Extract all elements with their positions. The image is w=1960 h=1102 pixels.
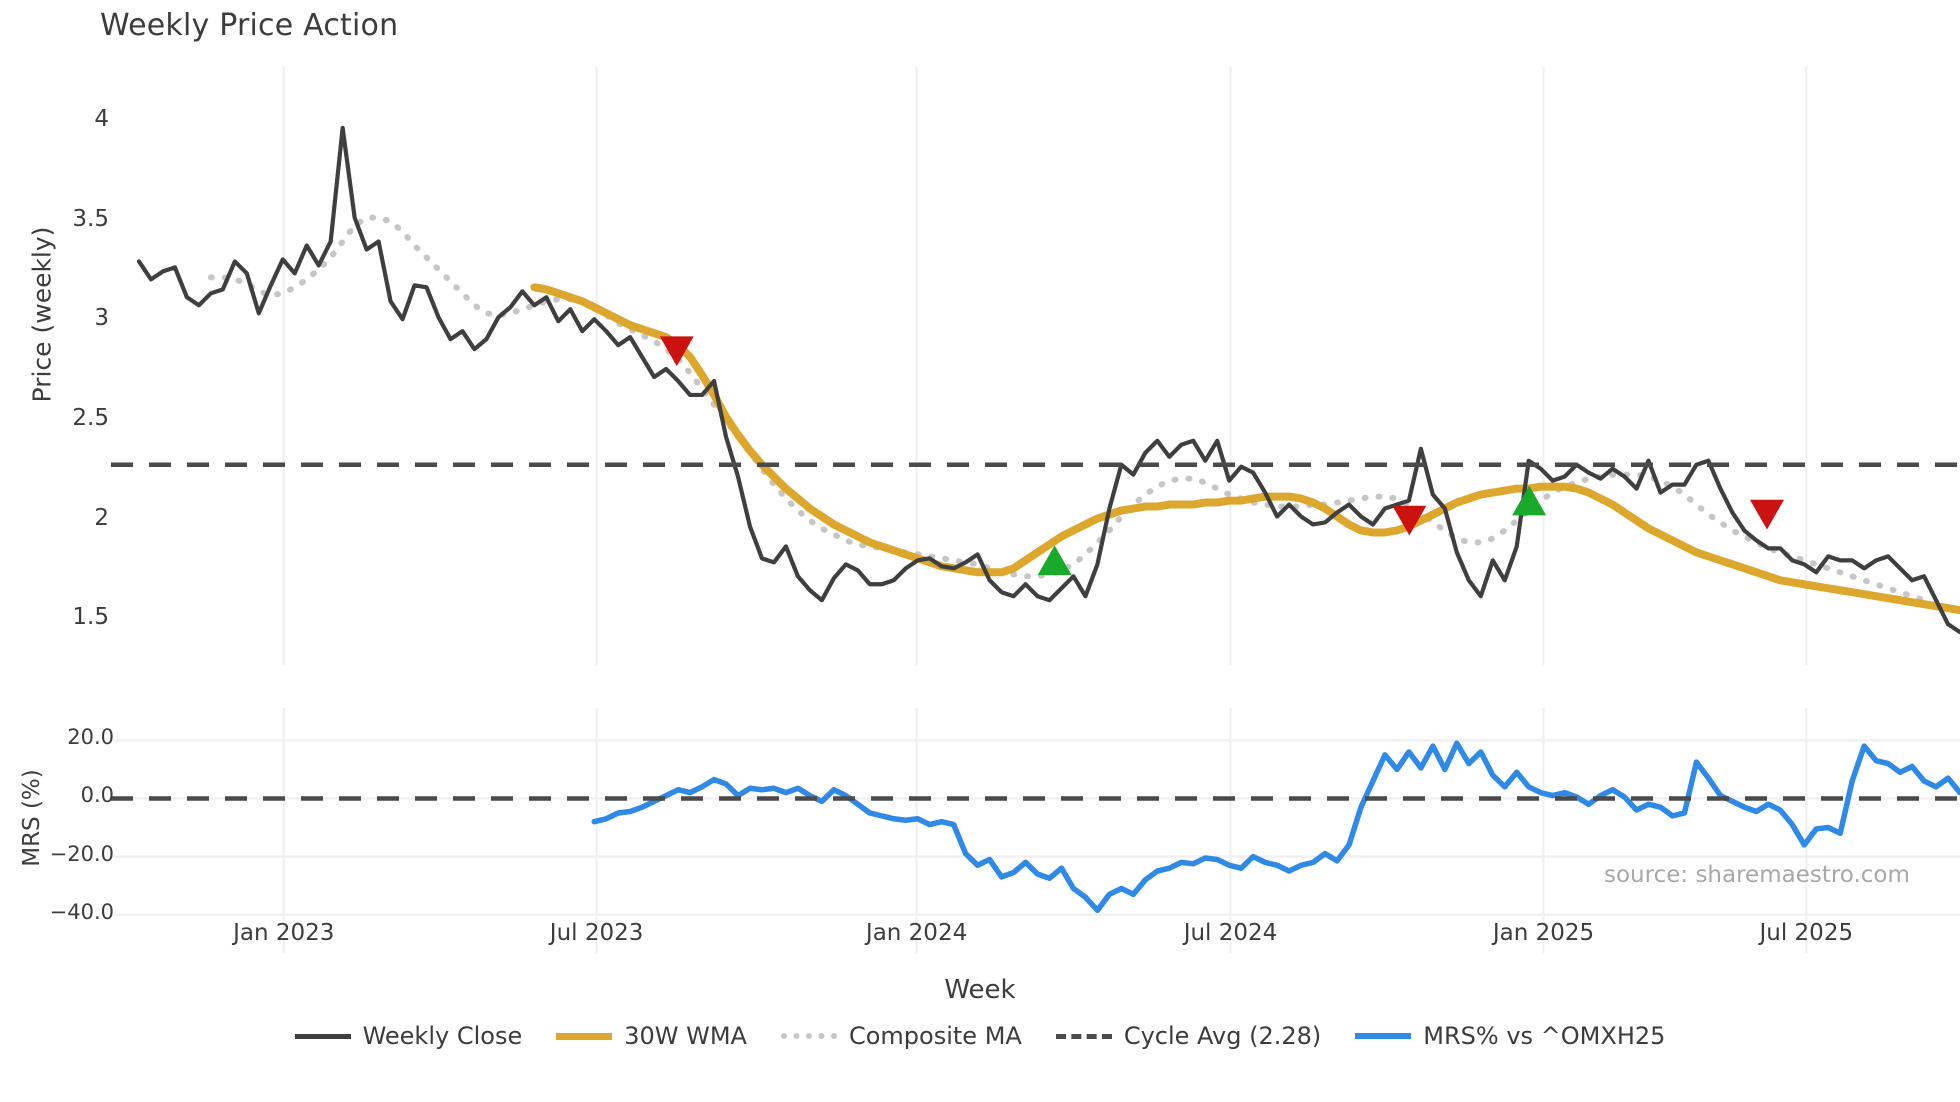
buy-marker bbox=[1512, 485, 1547, 516]
legend-swatch-icon bbox=[780, 1033, 837, 1039]
price-y-tick: 1.5 bbox=[72, 604, 109, 631]
price-y-tick: 2 bbox=[94, 504, 109, 531]
x-tick: Jul 2025 bbox=[1759, 920, 1854, 946]
x-tick: Jan 2024 bbox=[865, 920, 968, 946]
legend-label: MRS% vs ^OMXH25 bbox=[1423, 1022, 1666, 1050]
price-y-tick: 3.5 bbox=[72, 205, 109, 232]
legend-item-weekly-close[interactable]: Weekly Close bbox=[294, 1022, 523, 1050]
x-tick: Jul 2024 bbox=[1183, 920, 1278, 946]
mrs-panel bbox=[111, 708, 1960, 953]
legend-item-mrs-vs-omxh25[interactable]: MRS% vs ^OMXH25 bbox=[1355, 1022, 1665, 1050]
x-tick: Jul 2023 bbox=[549, 920, 644, 946]
legend-swatch-icon bbox=[294, 1033, 351, 1039]
legend-swatch-icon bbox=[1055, 1033, 1112, 1039]
legend-label: Weekly Close bbox=[362, 1022, 523, 1050]
sell-marker bbox=[1749, 499, 1784, 530]
legend-item-cycle-avg-2-28[interactable]: Cycle Avg (2.28) bbox=[1055, 1022, 1322, 1050]
price-y-tick: 4 bbox=[94, 105, 109, 132]
composite-ma-line bbox=[207, 214, 1928, 604]
x-tick: Jan 2025 bbox=[1492, 920, 1595, 946]
legend-label: 30W WMA bbox=[624, 1022, 747, 1050]
mrs-line bbox=[591, 740, 1960, 914]
mrs-y-tick: 0.0 bbox=[80, 783, 114, 808]
legend-label: Composite MA bbox=[848, 1022, 1022, 1050]
page-title: Weekly Price Action bbox=[100, 8, 399, 43]
mrs-y-tick: 20.0 bbox=[67, 725, 114, 750]
sell-marker bbox=[659, 336, 694, 367]
legend-swatch-icon bbox=[556, 1032, 613, 1040]
mrs-y-tick: −20.0 bbox=[49, 841, 114, 866]
price-panel bbox=[111, 67, 1960, 665]
legend-label: Cycle Avg (2.28) bbox=[1123, 1022, 1322, 1050]
x-axis-label: Week bbox=[944, 975, 1016, 1005]
wma-line bbox=[530, 283, 1960, 615]
mrs-y-tick: −40.0 bbox=[49, 899, 114, 924]
chart-legend: Weekly Close 30W WMA Composite MA Cycle Avg… bbox=[0, 1022, 1960, 1050]
sell-marker bbox=[1392, 505, 1427, 536]
legend-item-30w-wma[interactable]: 30W WMA bbox=[556, 1022, 747, 1050]
price-y-tick: 3 bbox=[94, 305, 109, 332]
weekly-close-line bbox=[136, 125, 1960, 635]
legend-swatch-icon bbox=[1355, 1033, 1412, 1039]
price-y-tick: 2.5 bbox=[72, 404, 109, 431]
buy-marker bbox=[1037, 545, 1072, 576]
x-tick: Jan 2023 bbox=[233, 920, 335, 946]
source-watermark: source: sharemaestro.com bbox=[1604, 862, 1910, 888]
legend-item-composite-ma[interactable]: Composite MA bbox=[780, 1022, 1022, 1050]
